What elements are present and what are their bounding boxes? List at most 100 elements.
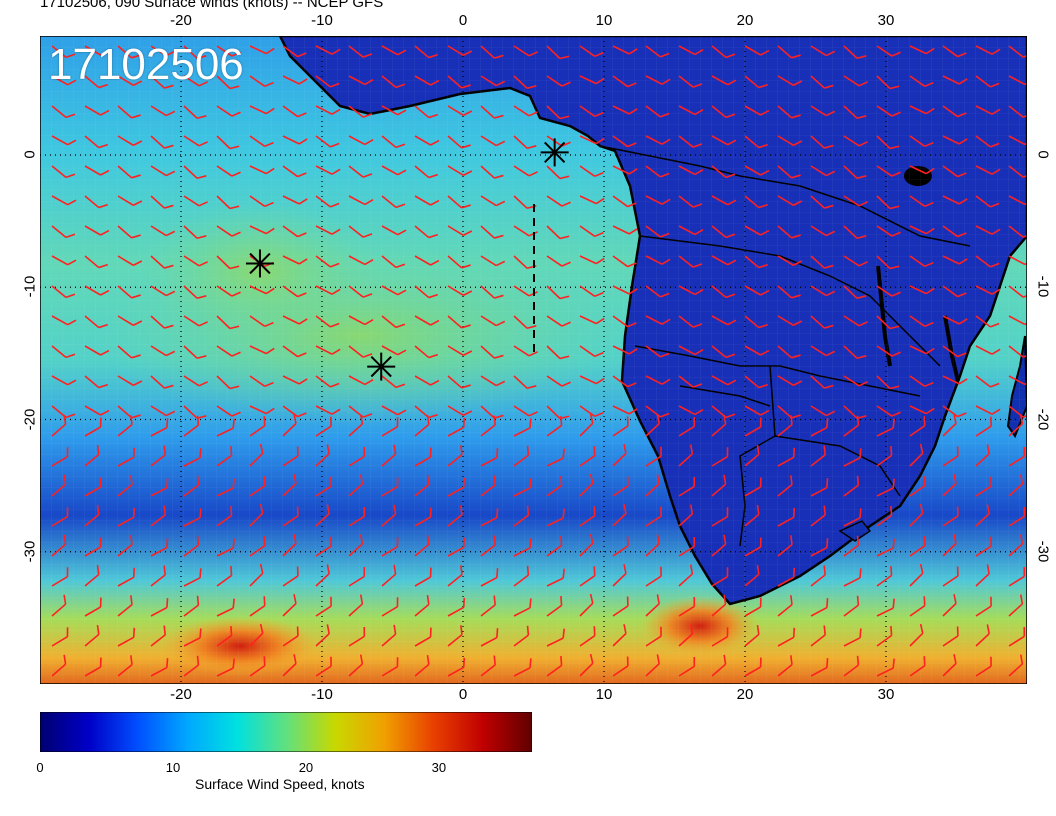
wind-barb [183,165,207,180]
wind-barb [414,225,439,239]
wind-barb [480,345,504,359]
wind-barb [117,447,136,467]
wind-barb [744,504,760,527]
wind-barb [645,474,660,497]
wind-barb [84,105,110,116]
wind-barb [975,416,992,437]
wind-barb [843,285,867,300]
wind-barb [183,568,202,587]
wind-barb [777,405,801,419]
wind-barb [414,195,440,206]
wind-barb [480,475,496,497]
wind-barb [117,475,133,497]
wind-barb [348,105,373,118]
wind-barb [711,75,737,86]
wind-barb [348,534,364,557]
wind-barb [843,135,868,147]
wind-barb [51,75,77,86]
wind-barb [810,598,829,617]
wind-barb [546,535,563,557]
wind-barb [744,45,770,56]
wind-barb [117,165,141,179]
wind-barb [216,45,241,57]
wind-barb [777,415,793,437]
wind-barb [447,505,463,527]
wind-barb [216,255,240,270]
wind-barb [84,255,109,269]
wind-barb [282,534,297,557]
wind-barb [546,105,570,120]
wind-barb [645,534,660,557]
wind-barb [84,45,110,56]
wind-barb [51,447,69,467]
wind-barb [447,417,466,437]
wind-barb [282,414,297,437]
wind-barb [942,285,967,298]
wind-barb [480,225,504,239]
wind-barb [744,345,770,356]
wind-barb [777,255,803,266]
wind-barb [744,537,762,557]
wind-barb [744,564,760,587]
wind-barb [876,538,895,557]
wind-barb [117,375,143,386]
wind-barb [249,105,275,115]
wind-barb [282,165,307,178]
wind-barb [51,135,77,146]
lon-tick-label: 30 [877,686,895,703]
wind-barb [579,135,605,145]
wind-barb [249,375,274,388]
wind-barb [315,75,340,88]
wind-barb [480,415,496,437]
wind-barb [744,285,770,296]
wind-barb [843,225,867,240]
wind-barb [810,315,834,329]
wind-barb [480,75,506,87]
wind-barb [810,418,829,437]
wind-barb [480,315,506,327]
wind-barb [942,255,968,265]
wind-barb [348,654,364,677]
wind-barb [150,285,176,297]
wind-barb [249,563,264,587]
wind-barb [249,623,264,647]
wind-map[interactable] [40,36,1027,684]
wind-barb [876,165,901,177]
wind-barb [348,627,366,647]
wind-barb [810,45,836,57]
wind-barb [150,538,169,557]
wind-barb [1008,105,1027,118]
wind-barb [183,405,207,420]
wind-barb [810,255,834,269]
wind-barb [1008,627,1026,647]
wind-barb [414,474,430,497]
chart-title: 17102506, 090 Surface winds (knots) -- N… [40,0,384,11]
wind-barb [744,195,769,209]
wind-barb [612,105,638,115]
wind-barb [909,105,935,115]
wind-barb [282,105,307,118]
wind-barb [711,45,736,59]
wind-barb [810,165,836,177]
wind-barb [909,563,924,587]
wind-barb [249,315,274,328]
wind-barb [843,255,868,267]
lon-tick-label: -20 [170,686,192,703]
wind-barb [381,315,406,329]
lon-tick-label: 10 [595,12,613,29]
wind-barb [975,165,1001,175]
wind-barb [117,255,143,266]
wind-barb [447,345,473,356]
wind-barb [579,566,596,587]
wind-barb [546,628,565,647]
wind-barb [612,405,638,415]
wind-barb [777,655,793,677]
wind-barb [447,315,471,329]
wind-barb [546,345,570,360]
wind-barb [579,405,604,418]
wind-barb [447,285,473,296]
wind-barb [216,345,241,357]
wind-barb [117,655,133,677]
wind-barb [777,105,801,119]
wind-barb [51,474,67,497]
